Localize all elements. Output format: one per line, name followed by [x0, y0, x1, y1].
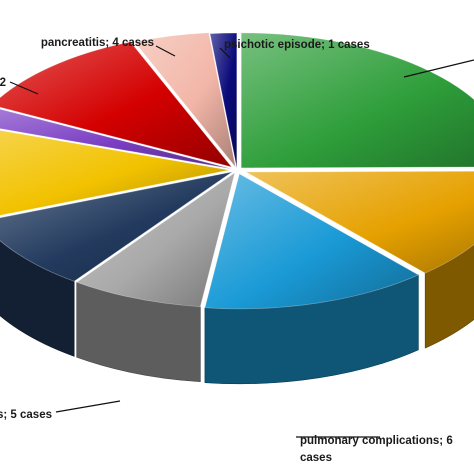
pie-slice-6: [0, 108, 232, 170]
pie-slice-0: [240, 32, 474, 169]
pie-slice-4: [0, 171, 233, 282]
pie-slice-9: [209, 32, 238, 169]
slice-label-5: sis; 5 cases: [0, 409, 52, 421]
slice-label-line: sis; 5 cases: [0, 409, 52, 421]
slice-label-line: pancreatitis; 4 cases: [41, 37, 154, 49]
pie-side-walls: [0, 240, 474, 385]
pie-slice-5: [0, 129, 230, 216]
leader-line-5: [55, 400, 121, 413]
pie-slice-3: [75, 171, 236, 308]
leader-line-7: [9, 81, 39, 95]
pie-top-faces: [0, 32, 474, 310]
pie-side-1: [424, 244, 474, 349]
pie-slice-8: [133, 32, 236, 168]
pie-labels: pulmonary complications; 6 cases sis; 5 ca…: [0, 37, 474, 464]
slice-label-line: cases: [300, 452, 332, 464]
slice-label-line: pulmonary complications; 6: [300, 435, 453, 447]
slice-label-2: pulmonary complications; 6 cases: [300, 435, 453, 464]
leader-line-0: [403, 59, 474, 78]
slice-label-9: psichotic episode; 1 cases: [224, 39, 370, 51]
pie-slice-1: [244, 170, 474, 274]
leader-line-8: [155, 45, 176, 57]
slice-label-8: pancreatitis; 4 cases: [41, 37, 154, 49]
slice-label-line: 2: [0, 77, 6, 89]
leader-line-9: [219, 47, 231, 59]
slice-label-line: psichotic episode; 1 cases: [224, 39, 370, 51]
pie-slice-7: [0, 41, 233, 168]
pie-slice-2: [204, 173, 420, 310]
slice-label-7: 2: [0, 77, 6, 89]
